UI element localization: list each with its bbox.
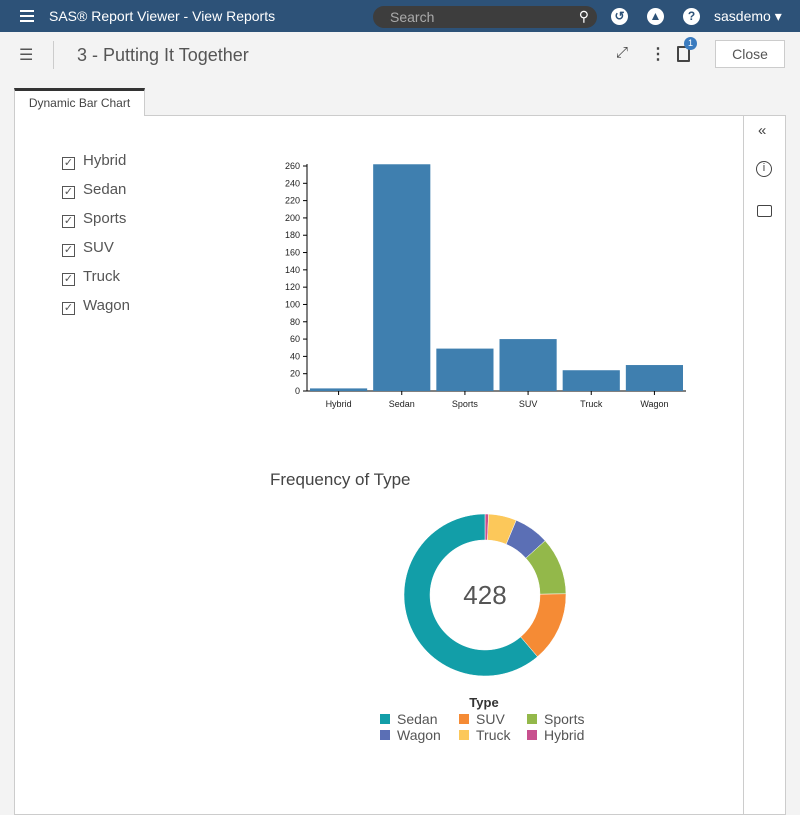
legend-swatch-wagon — [380, 730, 390, 740]
bar-sports[interactable] — [436, 348, 494, 391]
x-tick-label: SUV — [519, 399, 538, 409]
search-icon[interactable]: ⚲ — [578, 8, 589, 24]
side-pane-divider — [743, 115, 744, 815]
y-tick-label: 80 — [290, 317, 300, 327]
y-tick-label: 20 — [290, 369, 300, 379]
checkbox-check-icon[interactable]: ✓ — [62, 244, 75, 257]
filter-checkbox-suv[interactable]: ✓ SUV — [62, 239, 114, 257]
bar-hybrid[interactable] — [310, 388, 368, 391]
table-of-contents-icon[interactable]: ☰ — [19, 47, 34, 64]
checkbox-check-icon[interactable]: ✓ — [62, 302, 75, 315]
more-options-icon[interactable]: ⋮ — [650, 46, 666, 63]
legend-label[interactable]: Sedan — [397, 711, 437, 727]
legend-label[interactable]: Truck — [476, 727, 511, 743]
notification-badge: 1 — [684, 37, 697, 50]
collapse-pane-icon[interactable]: « — [758, 122, 767, 139]
info-icon[interactable]: i — [756, 161, 772, 177]
donut-center-total: 428 — [463, 580, 506, 610]
y-tick-label: 200 — [285, 213, 300, 223]
bar-suv[interactable] — [499, 339, 557, 391]
checkbox-check-icon[interactable]: ✓ — [62, 186, 75, 199]
y-tick-label: 40 — [290, 351, 300, 361]
legend-label[interactable]: Sports — [544, 711, 584, 727]
divider — [53, 41, 54, 69]
search-placeholder: Search — [390, 9, 435, 25]
legend-label[interactable]: Hybrid — [544, 727, 584, 743]
user-menu[interactable]: sasdemo ▾ — [714, 8, 782, 24]
legend-swatch-suv — [459, 714, 469, 724]
hamburger-menu-icon[interactable] — [20, 10, 34, 22]
y-tick-label: 180 — [285, 230, 300, 240]
legend-title: Type — [469, 695, 498, 710]
y-tick-label: 260 — [285, 161, 300, 171]
tab-dynamic-bar-chart[interactable]: Dynamic Bar Chart — [14, 88, 145, 116]
x-tick-label: Sports — [452, 399, 479, 409]
y-tick-label: 160 — [285, 248, 300, 258]
y-tick-label: 60 — [290, 334, 300, 344]
filter-label: Hybrid — [83, 152, 127, 169]
legend-label[interactable]: SUV — [476, 711, 505, 727]
app-title: SAS® Report Viewer - View Reports — [49, 8, 276, 24]
recent-history-icon[interactable]: ↺ — [611, 8, 628, 25]
filter-label: SUV — [83, 239, 114, 256]
y-tick-label: 220 — [285, 196, 300, 206]
y-tick-label: 140 — [285, 265, 300, 275]
help-icon[interactable]: ? — [683, 8, 700, 25]
y-tick-label: 100 — [285, 299, 300, 309]
filter-label: Wagon — [83, 297, 130, 314]
x-tick-label: Sedan — [389, 399, 415, 409]
filter-checkbox-sports[interactable]: ✓ Sports — [62, 210, 126, 228]
legend-swatch-truck — [459, 730, 469, 740]
x-tick-label: Truck — [580, 399, 603, 409]
report-title: 3 - Putting It Together — [77, 45, 249, 65]
app-header: SAS® Report Viewer - View Reports Search… — [0, 0, 800, 32]
y-tick-label: 120 — [285, 282, 300, 292]
filter-label: Sedan — [83, 181, 127, 198]
legend-label[interactable]: Wagon — [397, 727, 441, 743]
search-input[interactable]: Search ⚲ — [373, 6, 597, 28]
bar-wagon[interactable] — [625, 365, 683, 391]
filter-checkbox-wagon[interactable]: ✓ Wagon — [62, 297, 130, 315]
filter-label: Truck — [83, 268, 120, 285]
donut-title: Frequency of Type — [270, 470, 411, 489]
legend-swatch-hybrid — [527, 730, 537, 740]
filter-checkbox-truck[interactable]: ✓ Truck — [62, 268, 120, 286]
legend-swatch-sports — [527, 714, 537, 724]
close-button[interactable]: Close — [715, 40, 785, 68]
checkbox-check-icon[interactable]: ✓ — [62, 157, 75, 170]
fullscreen-icon[interactable]: ⤢ — [616, 44, 629, 61]
checkbox-check-icon[interactable]: ✓ — [62, 273, 75, 286]
checkbox-check-icon[interactable]: ✓ — [62, 215, 75, 228]
notifications-bell-icon[interactable]: ▲ — [647, 8, 664, 25]
y-tick-label: 240 — [285, 178, 300, 188]
filter-label: Sports — [83, 210, 127, 227]
bar-truck[interactable] — [562, 370, 620, 391]
filter-checkbox-sedan[interactable]: ✓ Sedan — [62, 181, 126, 199]
bar-sedan[interactable] — [373, 164, 431, 391]
comments-icon[interactable] — [757, 205, 772, 217]
legend-swatch-sedan — [380, 714, 390, 724]
report-notes-icon[interactable] — [677, 46, 690, 62]
x-tick-label: Hybrid — [326, 399, 352, 409]
donut-slice-sedan[interactable] — [403, 513, 538, 677]
y-tick-label: 0 — [295, 386, 300, 396]
filter-checkbox-hybrid[interactable]: ✓ Hybrid — [62, 152, 126, 170]
x-tick-label: Wagon — [640, 399, 668, 409]
